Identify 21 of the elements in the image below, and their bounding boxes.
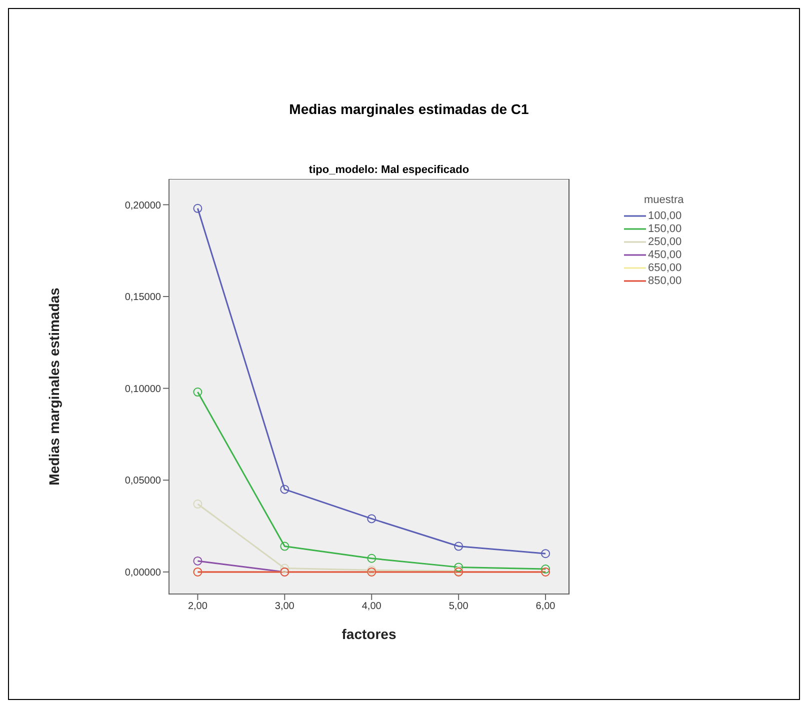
y-tick-label: 0,00000 (124, 568, 162, 579)
legend-label: 250,00 (648, 236, 682, 248)
y-tick-label: 0,20000 (124, 200, 162, 212)
x-tick-label: 3,00 (274, 601, 295, 612)
legend-label: 450,00 (648, 248, 682, 260)
legend-title: muestra (644, 194, 684, 206)
x-tick-label: 2,00 (188, 601, 208, 612)
y-tick-label: 0,10000 (124, 384, 162, 395)
x-tick-label: 6,00 (536, 601, 556, 612)
chart-subtitle: tipo_modelo: Mal especificado (308, 164, 470, 176)
x-tick-label: 5,00 (448, 601, 469, 612)
legend-label: 100,00 (648, 210, 682, 222)
x-axis-title: factores (342, 626, 396, 642)
y-axis-title: Medias marginales estimadas (46, 287, 62, 486)
y-tick-label: 0,05000 (124, 476, 162, 487)
chart-title: Medias marginales estimadas de C1 (288, 101, 530, 117)
y-tick-label: 0,15000 (124, 292, 162, 304)
legend-label: 150,00 (648, 222, 682, 234)
x-tick-label: 4,00 (362, 601, 382, 612)
legend-label: 650,00 (648, 262, 682, 274)
legend-label: 850,00 (648, 274, 682, 286)
